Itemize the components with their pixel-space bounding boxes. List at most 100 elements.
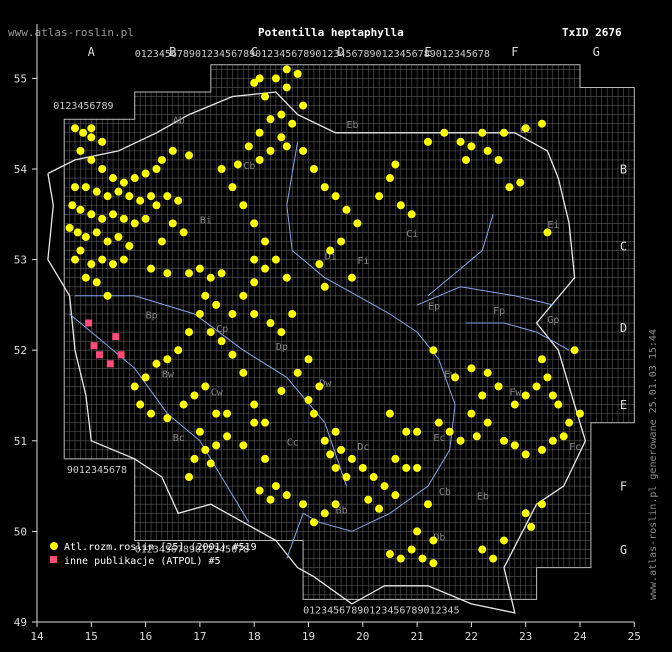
record-point [119,214,128,223]
record-point [277,110,286,119]
record-point [304,355,313,364]
record-point [467,364,476,373]
record-point [76,246,85,255]
record-point [163,269,172,278]
record-point [87,124,96,133]
record-point [402,427,411,436]
record-point [119,255,128,264]
region-label: Fw [509,388,522,399]
x-tick-label: 23 [519,630,532,643]
record-point [261,264,270,273]
x-tick-label: 20 [356,630,369,643]
record-point [369,473,378,482]
record-point [206,273,215,282]
record-point [494,155,503,164]
record-point-other [106,360,114,368]
x-tick-label: 22 [465,630,478,643]
record-point [255,486,264,495]
record-point [277,386,286,395]
x-tick-label: 21 [410,630,423,643]
river-3 [416,286,554,306]
record-point [98,165,107,173]
record-point [79,128,88,137]
record-point [239,441,248,450]
record-point [315,260,324,269]
record-point [413,527,422,536]
record-point [510,400,519,409]
region-label: Fi [357,256,369,267]
region-label: Dc [357,442,369,453]
record-point [331,463,340,472]
record-point [266,319,275,328]
region-label: Ew [444,369,457,380]
record-point [478,391,487,400]
record-point [576,409,584,418]
record-point [152,359,161,368]
record-point [429,536,438,545]
row-letter: F [620,480,627,494]
record-point [103,237,112,246]
record-point [440,128,449,137]
record-point [331,500,340,509]
record-point [130,382,139,391]
region-label: Eb [347,120,359,131]
record-point-other [95,351,103,359]
record-point [282,83,291,92]
legend-label: Atl.rozm.roslin [25] (2001) #519 [64,542,257,553]
record-point [266,115,275,124]
record-point [445,427,454,436]
record-point [309,409,318,418]
river-2 [75,295,347,487]
y-tick-label: 52 [14,344,27,357]
record-point [499,536,508,545]
record-point [385,550,394,559]
record-point [98,137,107,146]
record-point [554,400,563,409]
record-point [478,128,487,137]
record-point [467,409,476,418]
record-point [543,373,552,382]
grid-outline [63,64,635,600]
record-point [152,165,161,173]
record-point [179,228,188,237]
record-point [76,205,85,214]
record-point [548,391,557,400]
region-label: Fp [493,306,505,317]
record-point [299,500,308,509]
record-point [71,124,80,133]
record-point [483,368,492,377]
y-tick-label: 55 [14,72,27,85]
record-point [358,463,367,472]
y-tick-label: 53 [14,254,27,267]
record-point [326,246,335,255]
record-point [136,400,145,409]
record-point [119,178,128,187]
record-point [212,409,221,418]
record-point [402,463,411,472]
record-point [548,436,557,445]
site-url: www.atlas-roslin.pl [8,26,134,39]
x-tick-label: 14 [30,630,44,643]
record-point [65,223,74,232]
record-point [125,192,134,201]
record-point [320,183,329,192]
y-tick-label: 49 [14,616,27,629]
region-label: Cb [439,487,451,498]
record-point [109,174,118,183]
region-label: Bi [200,215,212,226]
record-point [282,491,291,500]
record-point [478,545,487,554]
record-point [282,142,291,151]
region-label: Bp [146,310,158,321]
record-point [239,291,248,300]
column-letter: G [593,45,600,59]
record-point [125,242,134,251]
record-point [195,427,204,436]
record-point [429,346,438,355]
x-tick-label: 24 [573,630,587,643]
record-point [288,119,297,128]
record-point [423,137,432,146]
region-label: Ei [547,220,559,231]
record-point [320,282,329,291]
record-point [434,418,443,427]
